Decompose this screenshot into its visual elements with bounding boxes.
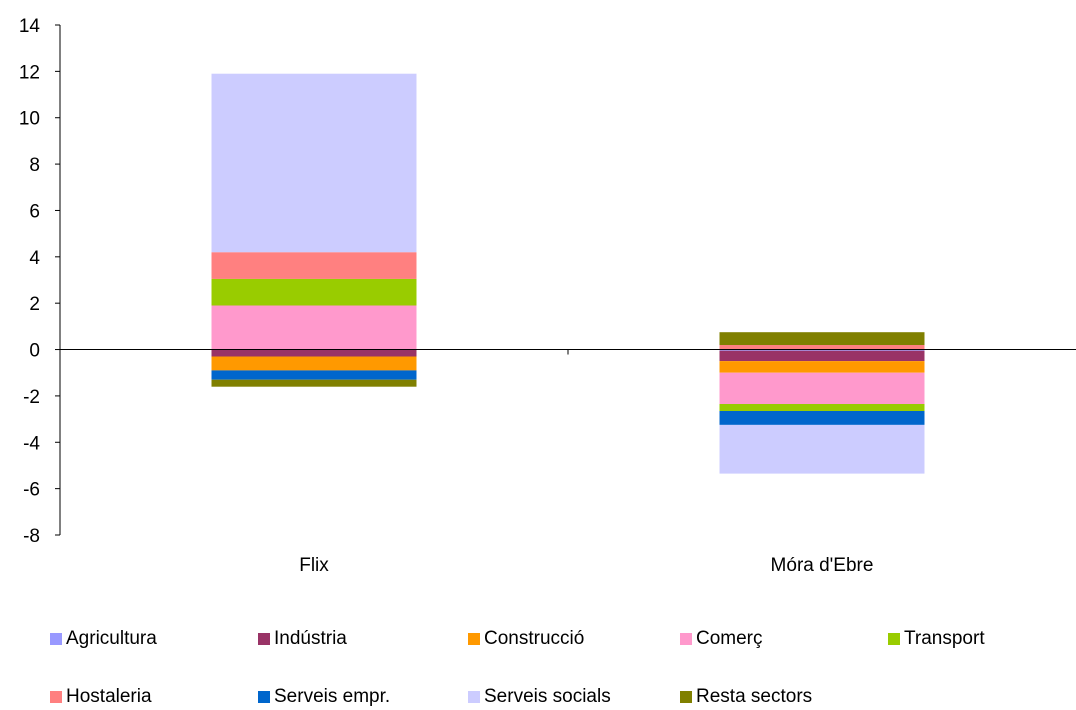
y-tick-label: 12	[19, 62, 40, 83]
bar-segment	[719, 349, 925, 351]
bar-segment	[719, 361, 925, 373]
y-tick-label: 2	[29, 294, 40, 315]
bar-segment	[211, 252, 417, 279]
bar-segment	[719, 332, 925, 345]
bar-segment	[211, 305, 417, 350]
bar-segment	[211, 349, 417, 357]
y-tick-label: 0	[29, 341, 40, 362]
bar-segment	[211, 73, 417, 253]
category-label: Móra d'Ebre	[771, 555, 874, 576]
axes-layer	[59, 25, 1076, 535]
y-tick-labels: 14 12 10 8 6 4 2 0 -2 -4 -6 -8	[19, 16, 60, 547]
bar-segment	[719, 424, 925, 474]
y-tick-label: 4	[29, 248, 40, 269]
bar-segment	[719, 404, 925, 411]
category-labels: Flix Móra d'Ebre	[299, 555, 873, 576]
y-tick-label: -2	[23, 387, 40, 408]
y-tick-label: 6	[29, 201, 40, 222]
y-tick-label: 14	[19, 16, 41, 37]
category-label: Flix	[299, 555, 329, 576]
bar-segment	[211, 370, 417, 380]
y-tick-label: -4	[23, 433, 40, 454]
bar-segment	[211, 278, 417, 306]
bar-segment	[211, 379, 417, 387]
y-tick-label: 10	[19, 109, 40, 130]
bar-segment	[719, 372, 925, 404]
bar-segment	[719, 344, 925, 350]
y-tick-label: -6	[23, 480, 40, 501]
bars-layer	[211, 73, 925, 474]
y-tick-label: 8	[29, 155, 40, 176]
bar-segment	[719, 350, 925, 362]
bar-segment	[719, 411, 925, 425]
bar-segment	[211, 356, 417, 371]
y-tick-label: -8	[23, 526, 40, 547]
